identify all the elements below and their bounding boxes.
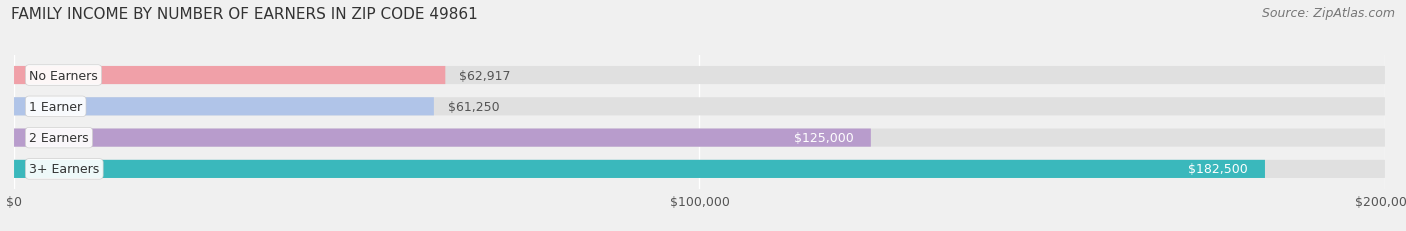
Text: 2 Earners: 2 Earners	[30, 131, 89, 144]
FancyBboxPatch shape	[14, 129, 870, 147]
Text: $62,917: $62,917	[458, 69, 510, 82]
Text: 1 Earner: 1 Earner	[30, 100, 83, 113]
Text: FAMILY INCOME BY NUMBER OF EARNERS IN ZIP CODE 49861: FAMILY INCOME BY NUMBER OF EARNERS IN ZI…	[11, 7, 478, 22]
FancyBboxPatch shape	[14, 98, 1385, 116]
Text: Source: ZipAtlas.com: Source: ZipAtlas.com	[1261, 7, 1395, 20]
FancyBboxPatch shape	[14, 67, 446, 85]
Text: No Earners: No Earners	[30, 69, 98, 82]
FancyBboxPatch shape	[14, 67, 1385, 85]
FancyBboxPatch shape	[14, 160, 1265, 178]
Text: $125,000: $125,000	[794, 131, 853, 144]
FancyBboxPatch shape	[14, 129, 1385, 147]
Text: $61,250: $61,250	[447, 100, 499, 113]
Text: 3+ Earners: 3+ Earners	[30, 163, 100, 176]
FancyBboxPatch shape	[14, 160, 1385, 178]
FancyBboxPatch shape	[14, 98, 434, 116]
Text: $182,500: $182,500	[1188, 163, 1249, 176]
